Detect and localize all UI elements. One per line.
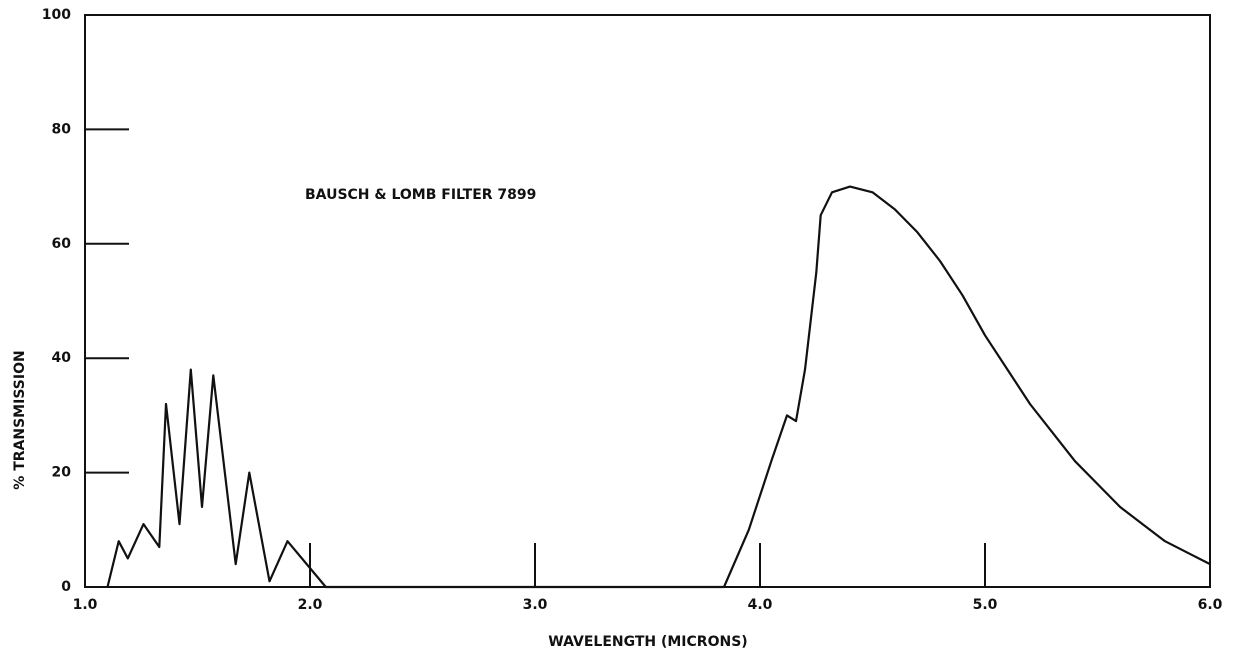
y-tick-label: 0 [61, 579, 71, 595]
y-tick-label: 20 [52, 465, 72, 481]
y-tick-label: 60 [52, 236, 72, 252]
x-tick-label: 3.0 [523, 597, 548, 613]
y-tick-label: 100 [42, 7, 71, 23]
x-tick-label: 1.0 [73, 597, 98, 613]
x-axis-label: WAVELENGTH (MICRONS) [548, 634, 747, 650]
x-tick-label: 2.0 [298, 597, 323, 613]
annotation: BAUSCH & LOMB FILTER 7899 [305, 187, 536, 203]
transmission-line [106, 185, 1211, 589]
x-tick-label: 5.0 [973, 597, 998, 613]
y-tick-label: 40 [52, 350, 72, 366]
y-tick-label: 80 [52, 121, 72, 137]
y-axis-label: % TRANSMISSION [12, 350, 28, 489]
x-tick-label: 4.0 [748, 597, 773, 613]
x-tick-label: 6.0 [1198, 597, 1223, 613]
